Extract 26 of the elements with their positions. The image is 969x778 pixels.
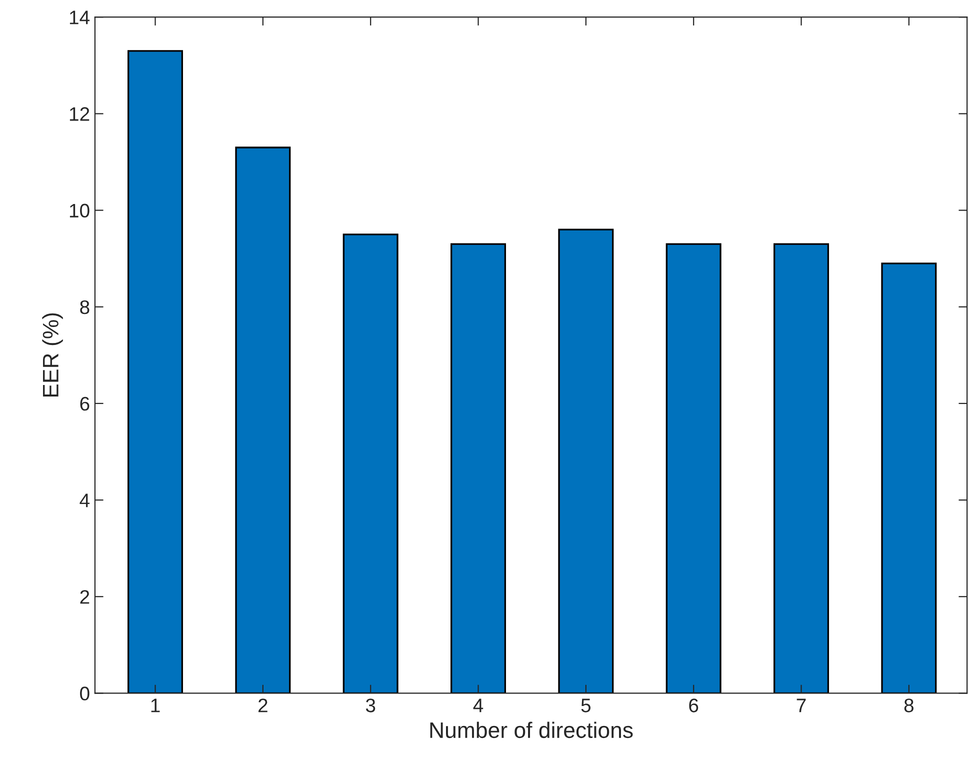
y-tick-label: 8 <box>80 300 90 314</box>
x-tick-label: 4 <box>473 698 484 712</box>
y-tick-label: 6 <box>80 396 90 411</box>
y-tick-label: 14 <box>70 10 90 24</box>
bar <box>235 146 291 694</box>
x-axis-title: Number of directions <box>430 722 633 738</box>
x-tick-label: 1 <box>151 698 160 712</box>
bar <box>774 243 830 694</box>
bar <box>881 262 937 694</box>
bar <box>558 228 614 694</box>
x-tick-label: 2 <box>258 698 268 712</box>
y-tick-label: 12 <box>70 107 90 121</box>
x-tick-label: 8 <box>904 698 914 712</box>
bar <box>342 234 398 694</box>
y-tick-label: 10 <box>70 204 90 218</box>
x-tick-label: 3 <box>366 698 376 712</box>
x-tick-label: 7 <box>796 698 806 712</box>
bar <box>450 243 506 694</box>
y-tick-label: 0 <box>80 686 90 700</box>
x-tick-label: 5 <box>581 698 591 712</box>
y-tick-label: 4 <box>80 494 90 508</box>
y-tick-label: 2 <box>80 590 90 604</box>
y-axis-title: EER (%) <box>42 313 63 397</box>
x-tick-label: 6 <box>689 698 698 712</box>
bar <box>128 50 184 694</box>
bar <box>666 243 722 694</box>
